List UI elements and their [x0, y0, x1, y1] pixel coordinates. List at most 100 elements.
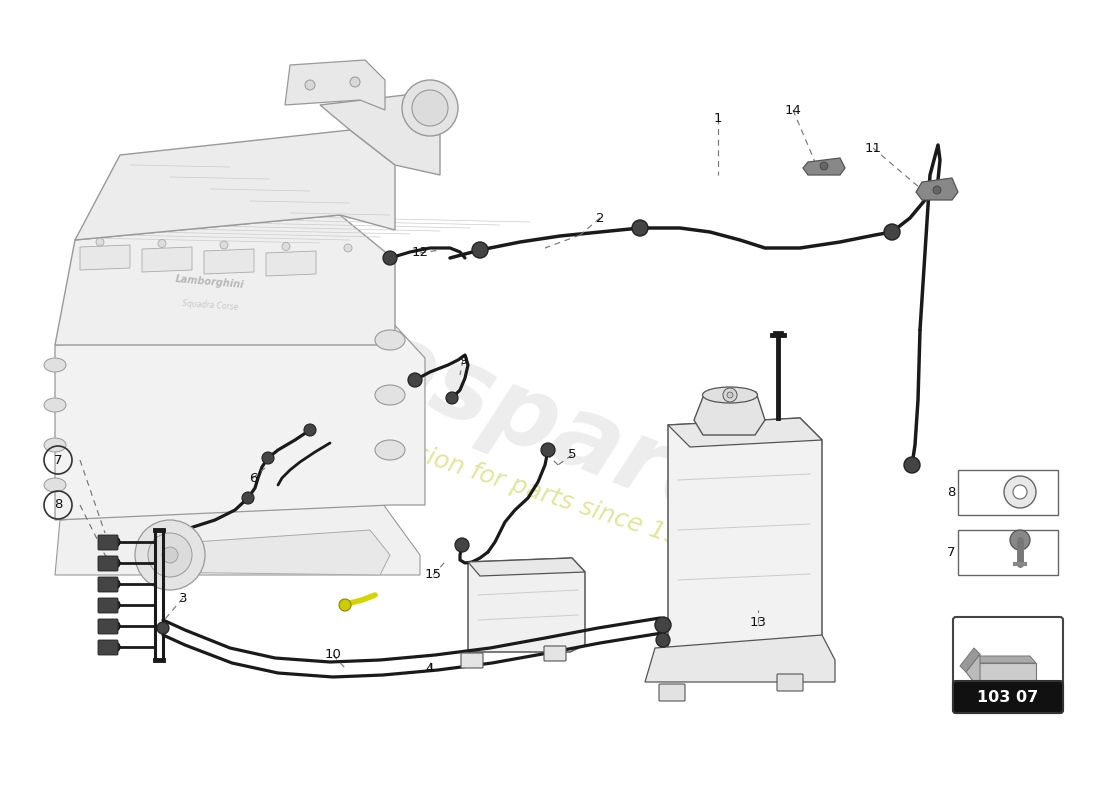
Text: 3: 3 — [178, 591, 187, 605]
FancyBboxPatch shape — [461, 653, 483, 668]
Circle shape — [148, 533, 192, 577]
Polygon shape — [668, 418, 822, 447]
Circle shape — [654, 617, 671, 633]
Text: 13: 13 — [749, 617, 767, 630]
Circle shape — [412, 90, 448, 126]
FancyBboxPatch shape — [98, 640, 118, 655]
Circle shape — [723, 388, 737, 402]
FancyBboxPatch shape — [98, 598, 118, 613]
Text: 9: 9 — [459, 354, 468, 366]
Circle shape — [158, 239, 166, 247]
Text: Lamborghini: Lamborghini — [175, 274, 245, 290]
Circle shape — [933, 186, 940, 194]
Text: 1: 1 — [714, 111, 723, 125]
Circle shape — [541, 443, 556, 457]
Circle shape — [350, 77, 360, 87]
Text: 2: 2 — [596, 211, 604, 225]
Polygon shape — [468, 558, 585, 652]
Text: 14: 14 — [784, 103, 802, 117]
Polygon shape — [55, 320, 425, 520]
Text: eurospares: eurospares — [178, 242, 802, 569]
Text: 5: 5 — [568, 449, 576, 462]
Circle shape — [339, 599, 351, 611]
Polygon shape — [142, 247, 192, 272]
Circle shape — [1010, 530, 1030, 550]
Text: 8: 8 — [54, 498, 63, 511]
Polygon shape — [204, 249, 254, 274]
Polygon shape — [55, 215, 395, 345]
Circle shape — [727, 392, 733, 398]
Circle shape — [446, 392, 458, 404]
Circle shape — [1013, 485, 1027, 499]
Polygon shape — [668, 418, 822, 648]
Circle shape — [96, 238, 104, 246]
Circle shape — [1004, 476, 1036, 508]
Polygon shape — [145, 530, 390, 575]
Ellipse shape — [703, 387, 758, 403]
Text: 6: 6 — [249, 471, 257, 485]
Circle shape — [110, 537, 120, 547]
Circle shape — [408, 373, 422, 387]
Text: 8: 8 — [947, 486, 955, 498]
Polygon shape — [55, 500, 420, 575]
Polygon shape — [803, 158, 845, 175]
Ellipse shape — [44, 438, 66, 452]
Circle shape — [110, 558, 120, 568]
Text: 12: 12 — [411, 246, 429, 259]
Circle shape — [157, 622, 169, 634]
Circle shape — [135, 520, 205, 590]
Circle shape — [402, 80, 458, 136]
Polygon shape — [978, 663, 1036, 681]
Polygon shape — [285, 60, 385, 110]
Ellipse shape — [375, 385, 405, 405]
Circle shape — [884, 224, 900, 240]
Ellipse shape — [44, 398, 66, 412]
Text: a passion for parts since 1985: a passion for parts since 1985 — [346, 420, 713, 560]
Text: 4: 4 — [426, 662, 434, 674]
Circle shape — [220, 241, 228, 249]
Polygon shape — [916, 178, 958, 200]
FancyBboxPatch shape — [98, 535, 118, 550]
Circle shape — [110, 579, 120, 589]
Circle shape — [455, 538, 469, 552]
FancyBboxPatch shape — [659, 684, 685, 701]
Circle shape — [383, 251, 397, 265]
FancyBboxPatch shape — [953, 617, 1063, 713]
FancyBboxPatch shape — [544, 646, 566, 661]
Text: Squadra Corse: Squadra Corse — [182, 298, 239, 311]
Circle shape — [344, 244, 352, 252]
FancyBboxPatch shape — [98, 577, 118, 592]
Polygon shape — [645, 635, 835, 682]
Circle shape — [904, 457, 920, 473]
Text: 15: 15 — [425, 569, 441, 582]
Text: 7: 7 — [946, 546, 955, 558]
Ellipse shape — [375, 440, 405, 460]
Text: 11: 11 — [865, 142, 881, 154]
Circle shape — [110, 642, 120, 652]
Circle shape — [262, 452, 274, 464]
Circle shape — [304, 424, 316, 436]
Polygon shape — [75, 130, 395, 240]
Circle shape — [110, 600, 120, 610]
FancyBboxPatch shape — [777, 674, 803, 691]
Polygon shape — [960, 648, 980, 672]
Ellipse shape — [44, 478, 66, 492]
FancyBboxPatch shape — [98, 556, 118, 571]
Text: 103 07: 103 07 — [978, 690, 1038, 705]
Polygon shape — [972, 656, 1036, 663]
Circle shape — [110, 621, 120, 631]
Text: 7: 7 — [54, 454, 63, 466]
Circle shape — [820, 162, 828, 170]
Polygon shape — [320, 95, 440, 175]
Text: 10: 10 — [324, 649, 341, 662]
Circle shape — [656, 633, 670, 647]
Circle shape — [305, 80, 315, 90]
Polygon shape — [468, 558, 585, 576]
Circle shape — [632, 220, 648, 236]
FancyBboxPatch shape — [98, 619, 118, 634]
Ellipse shape — [44, 358, 66, 372]
Circle shape — [282, 242, 290, 250]
Polygon shape — [266, 251, 316, 276]
Circle shape — [162, 547, 178, 563]
Circle shape — [242, 492, 254, 504]
